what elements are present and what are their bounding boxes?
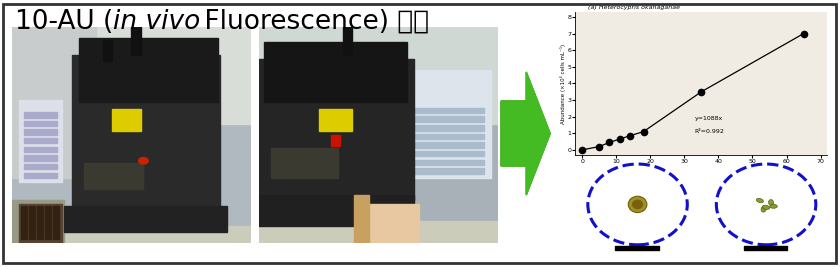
Bar bbox=[259, 195, 414, 226]
Bar bbox=[102, 40, 113, 61]
Text: Fluorescence) 측정: Fluorescence) 측정 bbox=[196, 9, 429, 35]
Bar bbox=[270, 148, 338, 178]
Bar bbox=[412, 134, 484, 139]
Bar bbox=[264, 42, 407, 102]
Bar bbox=[12, 226, 251, 243]
Bar bbox=[19, 204, 62, 243]
Bar bbox=[615, 246, 659, 250]
Bar bbox=[12, 27, 96, 178]
Bar bbox=[29, 206, 35, 239]
Bar bbox=[354, 195, 369, 243]
Bar bbox=[132, 27, 141, 55]
Bar bbox=[24, 138, 57, 143]
Bar bbox=[318, 109, 352, 131]
Ellipse shape bbox=[770, 204, 777, 208]
Bar bbox=[360, 204, 419, 243]
Text: 10-AU (: 10-AU ( bbox=[15, 9, 113, 35]
Ellipse shape bbox=[764, 205, 769, 210]
Bar bbox=[331, 135, 340, 146]
Text: y=1088x: y=1088x bbox=[695, 116, 723, 121]
Bar bbox=[412, 151, 484, 156]
Ellipse shape bbox=[139, 158, 148, 164]
Bar bbox=[65, 206, 227, 232]
Bar bbox=[24, 155, 57, 161]
Y-axis label: Abundance (×10⁴ cells mL⁻¹): Abundance (×10⁴ cells mL⁻¹) bbox=[559, 43, 566, 124]
Bar bbox=[37, 206, 43, 239]
FancyArrow shape bbox=[501, 72, 550, 195]
Bar bbox=[259, 221, 498, 243]
Text: in vivo: in vivo bbox=[113, 9, 200, 35]
Bar bbox=[259, 27, 498, 124]
Bar bbox=[24, 147, 57, 152]
Bar bbox=[259, 59, 414, 200]
Bar bbox=[113, 109, 141, 131]
Ellipse shape bbox=[628, 196, 647, 213]
Bar bbox=[743, 246, 787, 250]
Bar bbox=[24, 121, 57, 126]
Bar bbox=[21, 206, 28, 239]
Bar bbox=[12, 27, 251, 124]
Bar bbox=[412, 116, 484, 122]
Bar bbox=[24, 164, 57, 170]
Bar bbox=[45, 206, 51, 239]
Bar bbox=[412, 160, 484, 165]
Bar bbox=[412, 125, 484, 131]
Text: R²=0.992: R²=0.992 bbox=[695, 129, 724, 134]
Ellipse shape bbox=[757, 198, 763, 203]
Bar bbox=[79, 38, 218, 102]
Bar bbox=[12, 200, 65, 243]
Bar bbox=[84, 163, 144, 189]
Bar bbox=[412, 142, 484, 148]
Ellipse shape bbox=[769, 200, 774, 205]
Bar bbox=[19, 100, 62, 182]
Bar bbox=[407, 70, 491, 178]
Bar bbox=[53, 206, 59, 239]
Bar bbox=[24, 112, 57, 117]
Bar bbox=[343, 27, 352, 55]
Bar bbox=[412, 168, 484, 174]
Bar bbox=[412, 108, 484, 113]
Bar bbox=[24, 173, 57, 178]
Text: (a) Heterocypris okanaganae: (a) Heterocypris okanaganae bbox=[588, 5, 680, 10]
Bar bbox=[71, 55, 220, 210]
Bar bbox=[24, 129, 57, 135]
Ellipse shape bbox=[761, 206, 766, 212]
Ellipse shape bbox=[632, 200, 643, 209]
